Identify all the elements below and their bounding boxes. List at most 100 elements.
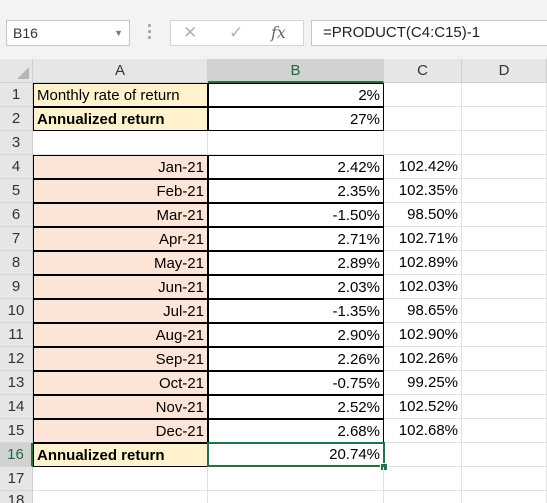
cell-a13[interactable]: Oct-21 [33, 371, 208, 395]
cell-a6[interactable]: Mar-21 [33, 203, 208, 227]
cell-b4[interactable]: 2.42% [208, 155, 384, 179]
cell-a15[interactable]: Dec-21 [33, 419, 208, 443]
row-header-15[interactable]: 15 [0, 419, 33, 443]
insert-function-icon[interactable]: fx [271, 23, 286, 42]
cell-b10[interactable]: -1.35% [208, 299, 384, 323]
cell-d12[interactable] [462, 347, 547, 371]
cell-b9[interactable]: 2.03% [208, 275, 384, 299]
cell-d9[interactable] [462, 275, 547, 299]
cell-d11[interactable] [462, 323, 547, 347]
cell-c15[interactable]: 102.68% [384, 419, 462, 443]
cell-a12[interactable]: Sep-21 [33, 347, 208, 371]
cell-b3[interactable] [208, 131, 384, 155]
cell-d14[interactable] [462, 395, 547, 419]
cell-d13[interactable] [462, 371, 547, 395]
cell-a14[interactable]: Nov-21 [33, 395, 208, 419]
cell-c10[interactable]: 98.65% [384, 299, 462, 323]
cell-d17[interactable] [462, 467, 547, 491]
row-header-11[interactable]: 11 [0, 323, 33, 347]
row-header-3[interactable]: 3 [0, 131, 33, 155]
row-header-10[interactable]: 10 [0, 299, 33, 323]
row-header-8[interactable]: 8 [0, 251, 33, 275]
cell-c3[interactable] [384, 131, 462, 155]
cell-c17[interactable] [384, 467, 462, 491]
cell-c5[interactable]: 102.35% [384, 179, 462, 203]
row-header-9[interactable]: 9 [0, 275, 33, 299]
name-box[interactable]: B16 ▼ [6, 20, 130, 46]
cell-c7[interactable]: 102.71% [384, 227, 462, 251]
cell-d18[interactable] [462, 491, 547, 503]
cell-c9[interactable]: 102.03% [384, 275, 462, 299]
cell-a2[interactable]: Annualized return [33, 107, 208, 131]
cell-d5[interactable] [462, 179, 547, 203]
cell-a5[interactable]: Feb-21 [33, 179, 208, 203]
cell-d1[interactable] [462, 83, 547, 107]
cell-c14[interactable]: 102.52% [384, 395, 462, 419]
row-header-12[interactable]: 12 [0, 347, 33, 371]
cell-a16[interactable]: Annualized return [33, 443, 208, 467]
column-header-a[interactable]: A [33, 59, 208, 83]
column-header-b[interactable]: B [208, 59, 384, 83]
cell-d2[interactable] [462, 107, 547, 131]
cell-b6[interactable]: -1.50% [208, 203, 384, 227]
cell-b15[interactable]: 2.68% [208, 419, 384, 443]
cell-b7[interactable]: 2.71% [208, 227, 384, 251]
cell-b5[interactable]: 2.35% [208, 179, 384, 203]
row-header-2[interactable]: 2 [0, 107, 33, 131]
cell-a8[interactable]: May-21 [33, 251, 208, 275]
cell-b14[interactable]: 2.52% [208, 395, 384, 419]
column-header-d[interactable]: D [462, 59, 547, 83]
cell-d4[interactable] [462, 155, 547, 179]
cell-a9[interactable]: Jun-21 [33, 275, 208, 299]
column-header-c[interactable]: C [384, 59, 462, 83]
cancel-icon[interactable]: ✕ [183, 23, 198, 42]
cell-a10[interactable]: Jul-21 [33, 299, 208, 323]
cell-c18[interactable] [384, 491, 462, 503]
cell-b18[interactable] [208, 491, 384, 503]
cell-c16[interactable] [384, 443, 462, 467]
cell-a4[interactable]: Jan-21 [33, 155, 208, 179]
cell-c13[interactable]: 99.25% [384, 371, 462, 395]
cell-d3[interactable] [462, 131, 547, 155]
cell-a7[interactable]: Apr-21 [33, 227, 208, 251]
cell-a17[interactable] [33, 467, 208, 491]
cell-c2[interactable] [384, 107, 462, 131]
select-all-button[interactable] [0, 59, 33, 83]
cell-d8[interactable] [462, 251, 547, 275]
cell-a18[interactable] [33, 491, 208, 503]
cell-b8[interactable]: 2.89% [208, 251, 384, 275]
cell-b16[interactable]: 20.74% [208, 443, 384, 467]
cell-c1[interactable] [384, 83, 462, 107]
row-header-6[interactable]: 6 [0, 203, 33, 227]
row-header-18[interactable]: 18 [0, 491, 33, 503]
cell-d15[interactable] [462, 419, 547, 443]
cell-c4[interactable]: 102.42% [384, 155, 462, 179]
cell-a1[interactable]: Monthly rate of return [33, 83, 208, 107]
cell-b13[interactable]: -0.75% [208, 371, 384, 395]
row-header-14[interactable]: 14 [0, 395, 33, 419]
drag-handle-icon[interactable] [148, 24, 152, 42]
cell-b12[interactable]: 2.26% [208, 347, 384, 371]
cell-c8[interactable]: 102.89% [384, 251, 462, 275]
cell-c6[interactable]: 98.50% [384, 203, 462, 227]
row-header-4[interactable]: 4 [0, 155, 33, 179]
fill-handle[interactable] [380, 463, 388, 471]
cell-c11[interactable]: 102.90% [384, 323, 462, 347]
formula-input[interactable]: =PRODUCT(C4:C15)-1 [311, 20, 547, 46]
cell-c12[interactable]: 102.26% [384, 347, 462, 371]
cell-b11[interactable]: 2.90% [208, 323, 384, 347]
cell-d6[interactable] [462, 203, 547, 227]
cell-d7[interactable] [462, 227, 547, 251]
row-header-17[interactable]: 17 [0, 467, 33, 491]
cell-b2[interactable]: 27% [208, 107, 384, 131]
enter-icon[interactable]: ✓ [229, 23, 244, 42]
cell-d10[interactable] [462, 299, 547, 323]
cell-d16[interactable] [462, 443, 547, 467]
cell-b1[interactable]: 2% [208, 83, 384, 107]
cell-a11[interactable]: Aug-21 [33, 323, 208, 347]
row-header-7[interactable]: 7 [0, 227, 33, 251]
chevron-down-icon[interactable]: ▼ [114, 28, 123, 38]
cell-b17[interactable] [208, 467, 384, 491]
cell-a3[interactable] [33, 131, 208, 155]
row-header-16[interactable]: 16 [0, 443, 33, 467]
